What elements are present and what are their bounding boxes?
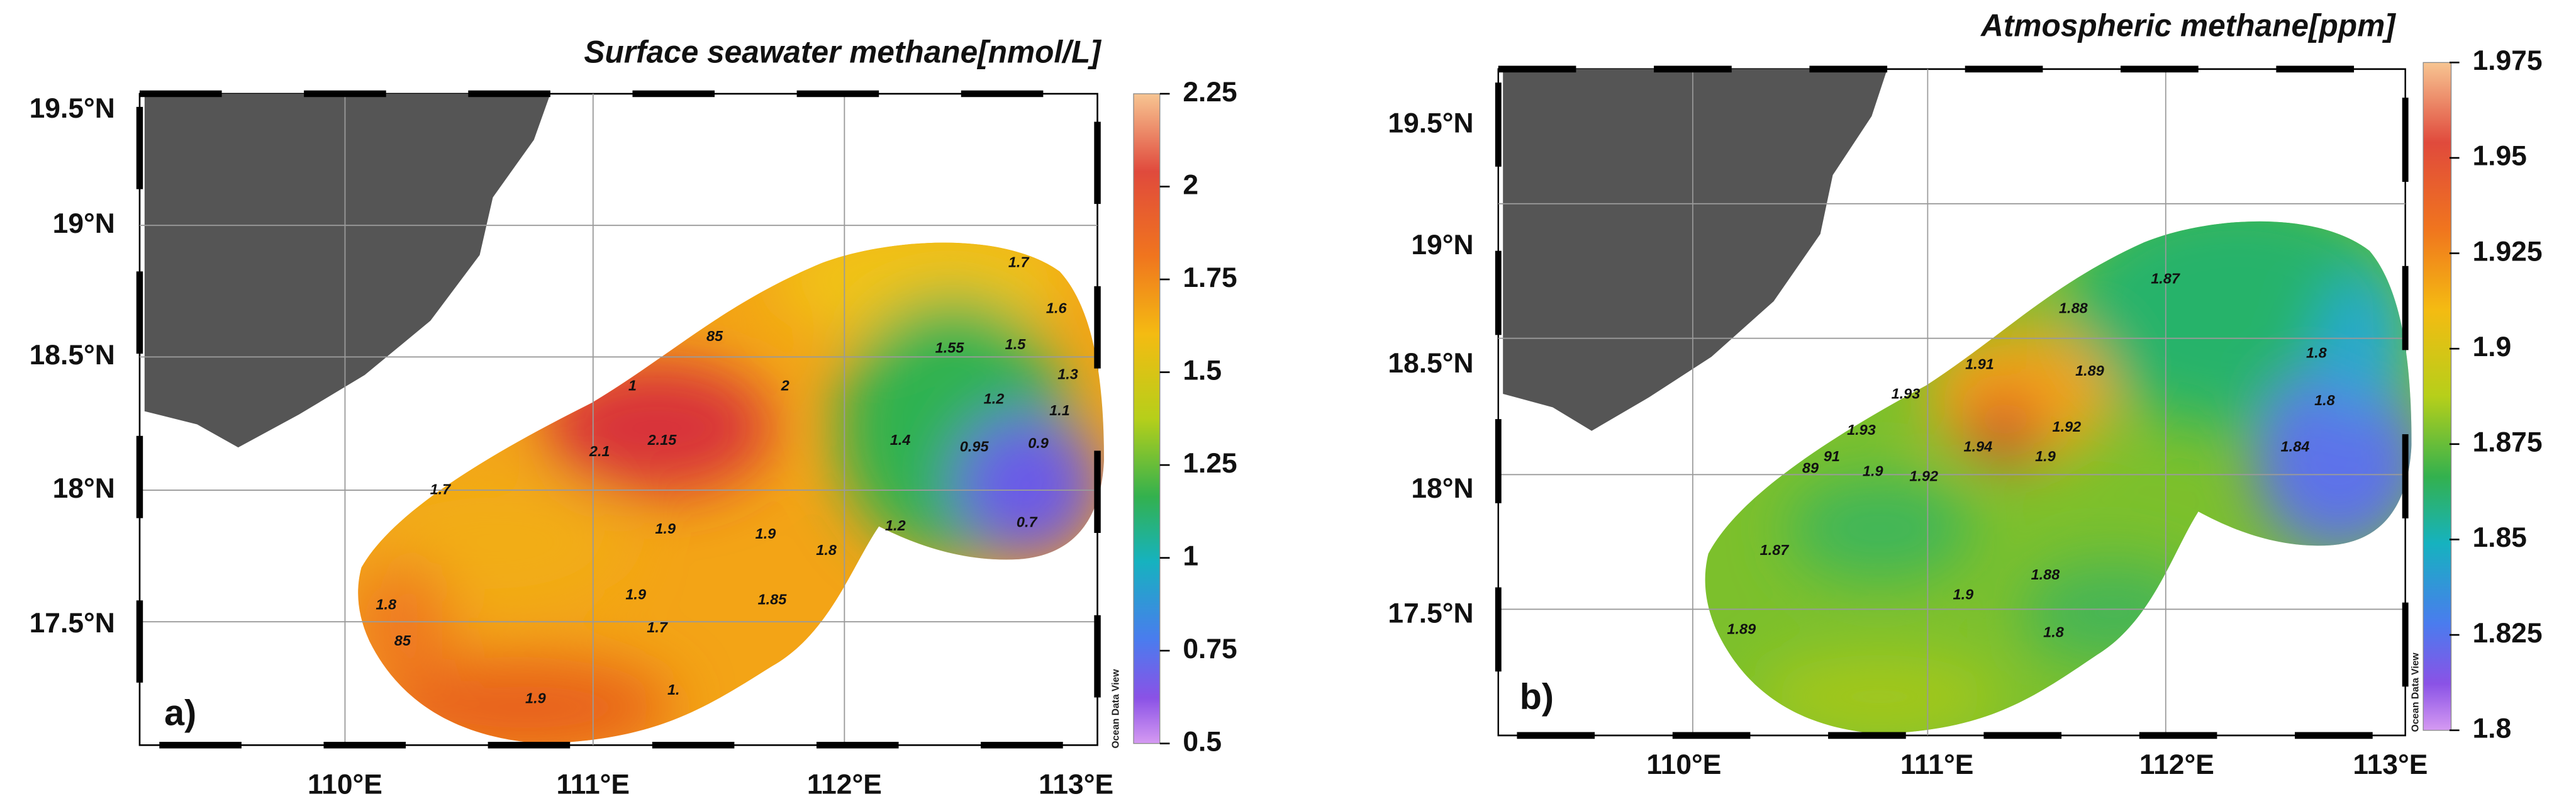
colorbar-tick-label: 1.5 xyxy=(1183,355,1222,386)
colorbar-tick-label: 1.25 xyxy=(1183,448,1237,479)
contour-label: 1.93 xyxy=(1892,386,1921,402)
contour-label: 1.1 xyxy=(1049,402,1070,418)
colorbar-tick-label: 2.25 xyxy=(1183,77,1237,108)
contour-label: 1.8 xyxy=(2314,392,2336,408)
land xyxy=(1503,69,1888,431)
contour-label: 1.3 xyxy=(1057,366,1078,382)
contour-label: 1.9 xyxy=(2035,448,2056,464)
colorbar-tick-label: 2 xyxy=(1183,169,1198,200)
latitude-label: 19.5°N xyxy=(30,93,115,124)
contour-label: 1.89 xyxy=(2075,362,2104,379)
contour-label: 1.8 xyxy=(376,596,397,612)
contour-label: 1.85 xyxy=(758,591,788,607)
colorbar-tick-label: 1.95 xyxy=(2472,141,2526,172)
colorbar-tick-label: 1.825 xyxy=(2472,618,2542,649)
contour-label: 1.9 xyxy=(1863,462,1883,479)
contour-label: 1.8 xyxy=(2043,624,2065,641)
contour-label: 0.95 xyxy=(960,438,990,454)
colorbar-tick-label: 1.875 xyxy=(2472,427,2542,458)
contour-label: 1.7 xyxy=(647,619,668,635)
longitude-label: 112°E xyxy=(807,769,882,800)
colorbar-tick-label: 1.9 xyxy=(2472,332,2511,362)
panel-title: Atmospheric methane[ppm] xyxy=(1980,8,2396,43)
contour-label: 1.84 xyxy=(2281,438,2310,454)
colorbar-tick-label: 1.75 xyxy=(1183,262,1237,293)
contour-label: 1.91 xyxy=(1965,356,1994,372)
contour-label: 2.1 xyxy=(589,443,610,459)
panel-label: b) xyxy=(1520,676,1554,717)
map-a xyxy=(136,90,1104,749)
contour-label: 1.2 xyxy=(885,517,906,534)
latitude-label: 19.5°N xyxy=(1388,108,1473,138)
contour-label: 1.87 xyxy=(1760,542,1790,558)
contour-label: 1.2 xyxy=(984,390,1005,406)
colorbar-tick-label: 1.975 xyxy=(2472,45,2542,76)
contour-label: 1.55 xyxy=(935,339,965,355)
panel-title: Surface seawater methane[nmol/L] xyxy=(584,34,1101,69)
contour-label: 1.93 xyxy=(1847,422,1876,438)
latitude-label: 17.5°N xyxy=(30,608,115,639)
contour-label: 1.9 xyxy=(625,586,646,603)
contour-label: 0.9 xyxy=(1028,435,1049,451)
contour-label: 1.92 xyxy=(1909,467,1938,484)
colorbar-tick-label: 1.925 xyxy=(2472,236,2542,267)
latitude-label: 19°N xyxy=(53,208,115,239)
map-b xyxy=(1495,65,2412,739)
watermark: Ocean Data View xyxy=(2410,652,2421,732)
colorbar-tick-label: 1.8 xyxy=(2472,713,2511,744)
contour-label: 89 xyxy=(1802,459,1819,476)
colorbar-tick-label: 0.75 xyxy=(1183,634,1237,664)
contour-label: 1.8 xyxy=(816,542,837,558)
contour-label: 1.7 xyxy=(430,481,452,497)
colorbar-tick-label: 1 xyxy=(1183,540,1198,571)
contour-label: 2 xyxy=(781,378,789,394)
contour-label: 1. xyxy=(667,681,680,698)
longitude-label: 113°E xyxy=(1039,769,1113,800)
contour-label: 85 xyxy=(394,632,411,649)
contour-label: 91 xyxy=(1824,448,1840,464)
latitude-label: 17.5°N xyxy=(1388,598,1473,629)
contour-label: 1.92 xyxy=(2053,418,2082,435)
latitude-label: 18.5°N xyxy=(30,340,115,371)
contour-label: 1.87 xyxy=(2151,271,2180,287)
panel-label: a) xyxy=(164,693,196,733)
contour-label: 1.7 xyxy=(1008,254,1030,270)
contour-label: 1.88 xyxy=(2059,300,2088,316)
longitude-label: 111°E xyxy=(1900,749,1974,780)
contour-label: 1.6 xyxy=(1046,300,1068,316)
longitude-label: 110°E xyxy=(308,769,382,800)
contour-label: 1.94 xyxy=(1964,438,1993,454)
latitude-label: 18°N xyxy=(53,473,115,504)
contour-label: 1.9 xyxy=(1953,586,1974,603)
grid xyxy=(139,94,1098,746)
longitude-label: 113°E xyxy=(2353,749,2428,780)
colorbar-tick-label: 1.85 xyxy=(2472,522,2526,553)
latitude-label: 19°N xyxy=(1411,230,1473,260)
contour-label: 0.7 xyxy=(1017,514,1038,530)
contour-label: 1.88 xyxy=(2031,566,2061,583)
contour-label: 1.9 xyxy=(655,520,676,537)
colorbar xyxy=(2423,62,2452,731)
longitude-label: 112°E xyxy=(2139,749,2214,780)
contour-label: 85 xyxy=(706,328,723,344)
contour-label: 1.9 xyxy=(525,690,546,706)
colorbar xyxy=(1133,93,1161,744)
latitude-label: 18.5°N xyxy=(1388,348,1473,379)
longitude-label: 111°E xyxy=(557,769,630,800)
contour-label: 1.4 xyxy=(890,432,911,448)
contour-label: 1.5 xyxy=(1005,336,1027,352)
contour-label: 1 xyxy=(628,378,637,394)
contour-label: 1.89 xyxy=(1727,620,1756,637)
contour-label: 2.15 xyxy=(647,432,677,448)
contour-label: 1.9 xyxy=(756,525,776,542)
land xyxy=(144,94,550,448)
latitude-label: 18°N xyxy=(1411,473,1473,504)
longitude-label: 110°E xyxy=(1646,749,1721,780)
colorbar-tick-label: 0.5 xyxy=(1183,726,1222,757)
watermark: Ocean Data View xyxy=(1111,669,1122,749)
contour-label: 1.8 xyxy=(2306,344,2328,361)
